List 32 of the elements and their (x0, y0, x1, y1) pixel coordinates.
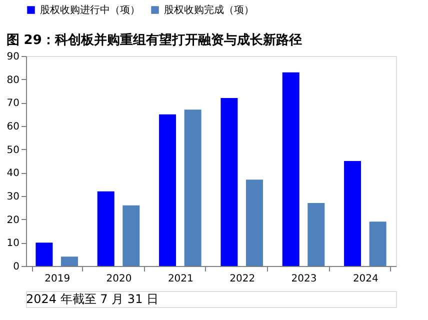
chart-title: 图 29：科创板并购重组有望打开融资与成长新路径 (6, 32, 302, 48)
x-tick-label: 2020 (106, 274, 132, 284)
x-tick-label: 2022 (230, 274, 256, 284)
x-tick-label: 2021 (168, 274, 194, 284)
y-tick-label: 60 (6, 122, 20, 132)
y-tick-label: 90 (6, 52, 20, 62)
y-tick-label: 30 (6, 192, 20, 202)
x-tick-label: 2023 (291, 274, 317, 284)
bar (60, 256, 78, 266)
y-tick-label: 50 (6, 144, 20, 156)
bar (246, 180, 263, 266)
x-tick-label: 2024 (352, 274, 378, 284)
bar (36, 242, 53, 266)
bar (122, 205, 140, 266)
bar (282, 72, 300, 266)
text: 2024 年截至 7 月 31 日 (26, 292, 159, 306)
bar (97, 191, 114, 266)
x-tick-label: 2019 (44, 274, 70, 284)
bar (344, 161, 362, 266)
y-tick-label: 10 (6, 238, 20, 250)
bar (369, 222, 386, 266)
y-tick-label: 80 (6, 74, 20, 86)
legend-label: 股权收购完成（项） (164, 4, 254, 16)
y-tick-label: 70 (6, 98, 20, 110)
bar (308, 203, 325, 266)
y-tick-label: 0 (13, 262, 20, 272)
bar (159, 114, 176, 266)
y-tick-label: 20 (6, 214, 20, 226)
legend-label: 股权收购进行中（项） (40, 4, 140, 16)
bar (220, 98, 238, 266)
y-tick-label: 40 (6, 168, 20, 180)
bar (184, 110, 202, 266)
